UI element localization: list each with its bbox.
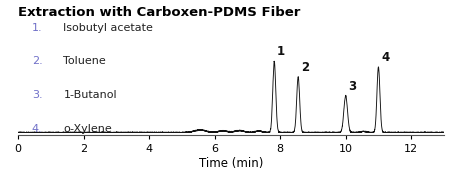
Text: 1.: 1. bbox=[32, 23, 42, 33]
Text: Extraction with Carboxen-PDMS Fiber: Extraction with Carboxen-PDMS Fiber bbox=[18, 6, 300, 19]
Text: Toluene: Toluene bbox=[63, 56, 106, 66]
Text: 1-Butanol: 1-Butanol bbox=[63, 90, 117, 100]
Text: o-Xylene: o-Xylene bbox=[63, 124, 112, 134]
Text: 4: 4 bbox=[381, 51, 389, 64]
Text: 2: 2 bbox=[301, 61, 309, 74]
X-axis label: Time (min): Time (min) bbox=[199, 157, 263, 170]
Text: 2.: 2. bbox=[32, 56, 43, 66]
Text: 3.: 3. bbox=[32, 90, 42, 100]
Text: 1: 1 bbox=[277, 45, 285, 58]
Text: Isobutyl acetate: Isobutyl acetate bbox=[63, 23, 153, 33]
Text: 3: 3 bbox=[348, 80, 357, 92]
Text: 4.: 4. bbox=[32, 124, 43, 134]
